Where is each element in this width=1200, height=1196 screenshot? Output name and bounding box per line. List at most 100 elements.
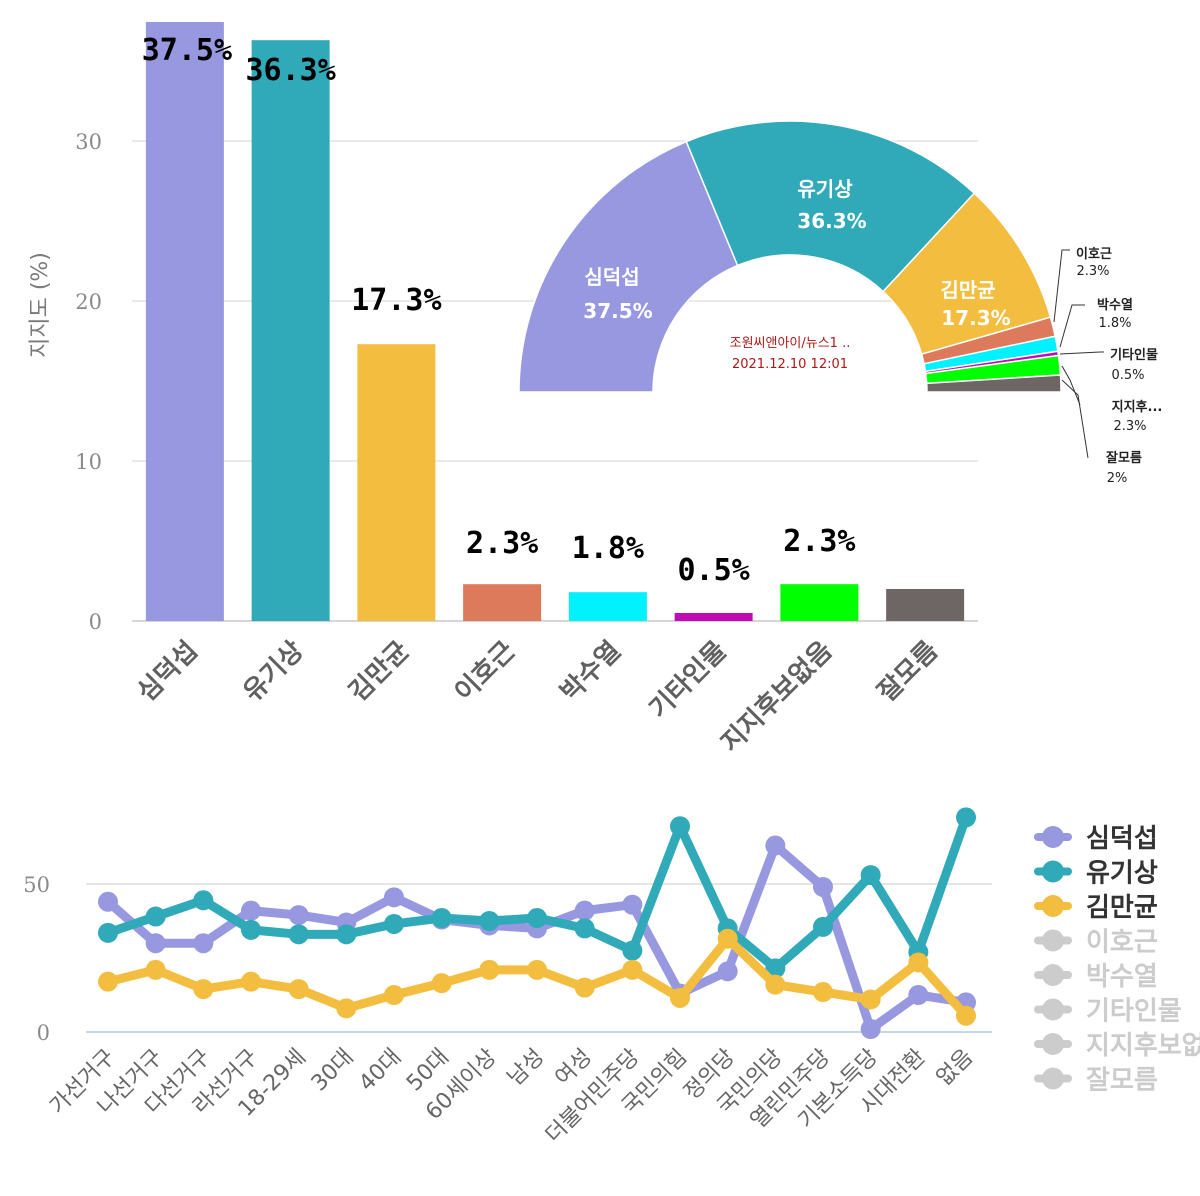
- bar-value-label: 0.5%: [678, 553, 750, 588]
- series-point-김만균: [288, 979, 309, 1000]
- series-point-김만균: [908, 952, 929, 973]
- series-point-유기상: [145, 906, 166, 927]
- line-category-label: 30대: [307, 1045, 359, 1097]
- bar-category-label: 이호근: [449, 636, 521, 708]
- legend-label: 기타인물: [1086, 997, 1182, 1027]
- series-point-유기상: [527, 908, 547, 929]
- series-point-김만균: [145, 959, 166, 980]
- series-point-김만균: [336, 998, 357, 1019]
- line-category-label: 없음: [932, 1045, 978, 1091]
- series-point-김만균: [527, 959, 547, 980]
- legend-item-지지후보없음[interactable]: 지지후보없음: [1034, 1031, 1200, 1061]
- series-point-심덕섭: [813, 876, 833, 897]
- legend-item-이호근[interactable]: 이호근: [1034, 928, 1158, 958]
- bar-category-label: 기타인물: [644, 636, 733, 725]
- bar-지지후보없음: [780, 584, 859, 621]
- donut-chart: 심덕섭 37.5% 유기상 36.3% 김만균 17.3% 이호근 2.3% 박수열 1.8% 기타…: [518, 120, 1162, 486]
- donut-value-label: 2.3%: [1076, 264, 1109, 279]
- bar-박수열: [568, 592, 647, 621]
- series-point-김만균: [956, 1005, 976, 1026]
- donut-name-label: 박수열: [1097, 297, 1133, 313]
- series-point-김만균: [98, 971, 118, 992]
- donut-value-label: 1.8%: [1098, 316, 1131, 331]
- bar-유기상: [251, 40, 330, 621]
- donut-leader-line: [1053, 249, 1070, 323]
- series-point-유기상: [384, 913, 404, 934]
- donut-name-label: 김만균: [940, 278, 995, 302]
- series-point-김만균: [574, 977, 595, 998]
- series-point-유기상: [431, 908, 452, 929]
- line-y-tick-label: 50: [23, 873, 50, 897]
- bar-category-label: 유기상: [238, 636, 310, 708]
- series-point-심덕섭: [288, 905, 309, 926]
- legend-item-잘모름[interactable]: 잘모름: [1034, 1066, 1158, 1096]
- legend-marker-dot: [1042, 860, 1064, 883]
- line-category-label: 40대: [354, 1045, 406, 1097]
- donut-name-label: 이호근: [1076, 246, 1112, 262]
- donut-value-label: 17.3%: [941, 306, 1010, 330]
- series-point-심덕섭: [622, 894, 643, 915]
- legend-marker-dot: [1042, 964, 1064, 986]
- donut-value-label: 36.3%: [797, 209, 866, 233]
- series-point-유기상: [479, 911, 500, 931]
- series-point-김만균: [813, 982, 833, 1003]
- series-point-유기상: [98, 922, 118, 943]
- bar-이호근: [463, 584, 542, 621]
- bar-value-label: 37.5%: [142, 33, 232, 68]
- series-point-김만균: [717, 928, 738, 949]
- series-point-유기상: [574, 918, 595, 939]
- series-point-심덕섭: [765, 835, 786, 856]
- series-point-유기상: [622, 940, 643, 961]
- legend-marker-dot: [1042, 998, 1064, 1021]
- legend-item-심덕섭[interactable]: 심덕섭: [1034, 824, 1158, 854]
- legend-item-김만균[interactable]: 김만균: [1034, 893, 1158, 923]
- series-point-심덕섭: [908, 985, 929, 1005]
- bar-value-label: 17.3%: [351, 283, 441, 318]
- legend-item-기타인물[interactable]: 기타인물: [1034, 997, 1182, 1027]
- donut-value-label: 2%: [1107, 471, 1128, 486]
- donut-date-label: 2021.12.10 12:01: [732, 357, 848, 372]
- bar-y-tick-label: 10: [75, 450, 102, 474]
- series-point-유기상: [670, 816, 690, 837]
- bar-기타인물: [674, 613, 753, 621]
- legend-label: 김만균: [1086, 893, 1158, 923]
- bar-category-label: 잘모름: [872, 636, 944, 708]
- legend-item-유기상[interactable]: 유기상: [1034, 859, 1158, 889]
- bar-category-label: 박수열: [555, 636, 627, 708]
- donut-source-label: 조원씨앤아이/뉴스1 ..: [730, 336, 851, 351]
- series-point-김만균: [860, 989, 881, 1010]
- line-category-label: 남성: [503, 1045, 549, 1091]
- legend-label: 지지후보없음: [1086, 1031, 1200, 1061]
- donut-leader-line: [1061, 379, 1089, 459]
- donut-value-label: 37.5%: [583, 299, 652, 323]
- donut-name-label: 잘모름: [1106, 451, 1142, 466]
- series-point-김만균: [431, 973, 452, 994]
- bar-y-tick-label: 20: [75, 290, 102, 314]
- series-point-유기상: [956, 807, 976, 828]
- bar-value-label: 2.3%: [466, 526, 538, 561]
- series-point-유기상: [860, 865, 881, 886]
- series-point-김만균: [622, 959, 643, 980]
- donut-leader-line: [1059, 351, 1104, 355]
- bar-y-tick-label: 0: [89, 610, 102, 634]
- donut-value-label: 0.5%: [1111, 368, 1144, 383]
- series-point-김만균: [479, 959, 500, 980]
- bar-value-label: 1.8%: [572, 531, 644, 566]
- series-point-심덕섭: [574, 900, 595, 921]
- bar-category-label: 지지후보없음: [716, 636, 839, 759]
- donut-name-label: 기타인물: [1110, 347, 1158, 363]
- legend-marker-dot: [1042, 826, 1064, 848]
- donut-leader-line: [1059, 304, 1085, 348]
- donut-value-label: 2.3%: [1113, 419, 1146, 434]
- line-y-tick-label: 0: [37, 1021, 50, 1045]
- bar-잘모름: [886, 589, 965, 621]
- series-point-심덕섭: [860, 1019, 881, 1040]
- series-point-김만균: [241, 971, 261, 992]
- series-point-심덕섭: [98, 891, 118, 912]
- bar-value-label: 36.3%: [245, 53, 335, 88]
- legend-item-박수열[interactable]: 박수열: [1034, 962, 1158, 992]
- series-point-심덕섭: [384, 887, 404, 908]
- donut-slice-유기상: [685, 120, 976, 293]
- legend-label: 심덕섭: [1086, 824, 1158, 854]
- series-point-심덕섭: [145, 933, 166, 954]
